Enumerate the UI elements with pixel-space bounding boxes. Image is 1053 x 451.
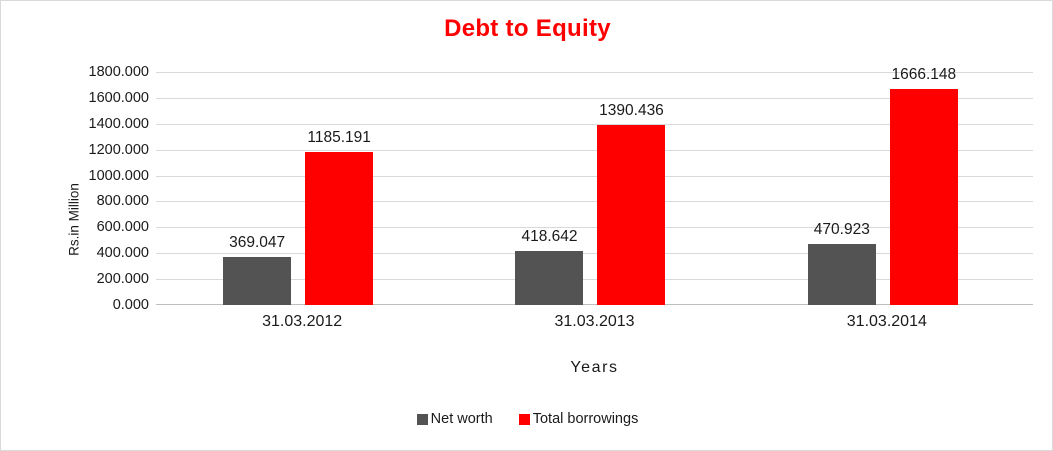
bar-group: 369.047 1185.191: [156, 72, 448, 305]
legend-swatch-icon: [416, 413, 428, 425]
legend-label: Net worth: [430, 411, 493, 427]
y-tick-label: 1200.000: [88, 141, 149, 158]
y-tick-label: 0.000: [112, 297, 149, 313]
gridline: [156, 201, 1033, 203]
bar-net-worth[interactable]: 369.047: [223, 234, 292, 305]
legend-item-net-worth[interactable]: Net worth: [416, 411, 493, 427]
y-tick-label: 400.000: [96, 245, 149, 262]
bar-group: 470.923 1666.148: [741, 66, 1033, 305]
y-tick-label: 1800.000: [88, 64, 149, 80]
y-axis-tick-labels: Rs.in Million 1800.000 1600.000 1400.000…: [49, 64, 150, 313]
x-axis-title: Years: [570, 359, 619, 376]
gridline: [156, 279, 1033, 281]
gridline: [156, 97, 1033, 99]
gridline: [156, 72, 1033, 73]
legend-label: Total borrowings: [532, 411, 639, 427]
chart-legend: Net worth Total borrowings: [1, 411, 1052, 427]
x-tick-label: 31.03.2014: [846, 313, 927, 330]
y-tick-label: 1000.000: [88, 167, 149, 184]
bar-groups: 369.047 1185.191 418.642 1390.436 470.92…: [156, 66, 1033, 305]
bar-value-label: 1666.148: [891, 66, 957, 84]
bar-group: 418.642 1390.436: [448, 72, 740, 305]
plot-area: 369.047 1185.191 418.642 1390.436 470.92…: [156, 66, 1033, 305]
bar-value-label: 418.642: [521, 227, 578, 245]
gridline: [156, 149, 1033, 151]
y-tick-label: 600.000: [96, 219, 149, 236]
bar-value-label: 1390.436: [599, 102, 664, 120]
x-tick-label: 31.03.2013: [554, 313, 635, 330]
y-tick-label: 1400.000: [88, 115, 149, 132]
x-tick-label: 31.03.2012: [262, 313, 343, 330]
bar-net-worth[interactable]: 418.642: [515, 228, 584, 305]
gridline: [156, 227, 1033, 229]
bar-net-worth[interactable]: 470.923: [807, 221, 876, 305]
bar-total-borrowings[interactable]: 1390.436: [597, 102, 666, 305]
bar-total-borrowings[interactable]: 1666.148: [889, 66, 958, 305]
x-axis-category-labels: 31.03.2012 31.03.2013 31.03.2014: [156, 313, 1033, 331]
y-tick-label: 800.000: [96, 193, 149, 210]
y-tick-label: 1600.000: [88, 89, 149, 106]
gridline: [156, 175, 1033, 177]
gridline: [156, 253, 1033, 255]
bar-value-label: 470.923: [813, 221, 870, 239]
y-tick-label: 200.000: [96, 271, 149, 288]
chart-title: Debt to Equity: [444, 15, 611, 42]
bar-total-borrowings[interactable]: 1185.191: [305, 129, 374, 305]
bar-value-label: 1185.191: [307, 128, 371, 146]
legend-item-total-borrowings[interactable]: Total borrowings: [518, 411, 639, 427]
legend-swatch-icon: [518, 413, 530, 425]
bar-value-label: 369.047: [229, 234, 286, 252]
x-axis-line: [156, 304, 1033, 305]
gridline: [156, 123, 1033, 125]
